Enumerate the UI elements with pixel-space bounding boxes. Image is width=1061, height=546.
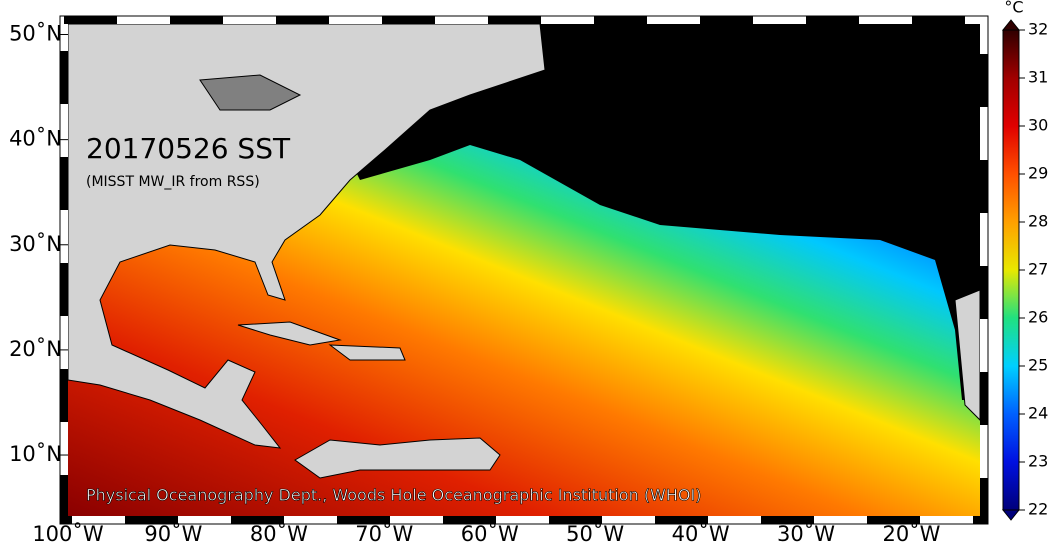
colorbar-top-arrow (1001, 19, 1021, 31)
y-tick-label: 10˚N (9, 442, 62, 466)
north-america-land (68, 24, 546, 449)
colorbar (1002, 29, 1020, 511)
colorbar-tick-label: 32 (1028, 20, 1048, 39)
x-tick-label: 70˚W (355, 522, 413, 546)
x-tick-label: 40˚W (672, 522, 730, 546)
south-america-land (294, 437, 501, 479)
x-tick-label: 100˚W (32, 522, 104, 546)
colorbar-tick-label: 28 (1028, 212, 1048, 231)
colorbar-tick-label: 25 (1028, 356, 1048, 375)
colorbar-unit: °C (1004, 0, 1023, 17)
x-tick-label: 30˚W (777, 522, 835, 546)
x-tick-label: 60˚W (461, 522, 519, 546)
map-subtitle: (MISST MW_IR from RSS) (86, 174, 260, 190)
y-tick-label: 50˚N (9, 22, 62, 46)
colorbar-tick-label: 29 (1028, 164, 1048, 183)
x-tick-label: 20˚W (882, 522, 940, 546)
colorbar-tick-label: 26 (1028, 308, 1048, 327)
y-tick-label: 20˚N (9, 337, 62, 361)
colorbar-bottom-arrow (1001, 509, 1021, 521)
map-frame (59, 15, 989, 525)
y-tick-label: 30˚N (9, 232, 62, 256)
colorbar-tick-label: 31 (1028, 68, 1048, 87)
map-area (68, 24, 980, 516)
africa-land (954, 289, 980, 421)
colorbar-tick-label: 23 (1028, 452, 1048, 471)
map-title: 20170526 SST (86, 132, 291, 165)
y-tick-label: 40˚N (9, 127, 62, 151)
colorbar-tick-label: 22 (1028, 500, 1048, 519)
colorbar-tick-label: 30 (1028, 116, 1048, 135)
caribbean-islands (237, 321, 406, 361)
credit-text: Physical Oceanography Dept., Woods Hole … (86, 486, 701, 505)
great-lakes (199, 74, 302, 111)
x-tick-label: 50˚W (566, 522, 624, 546)
x-tick-label: 80˚W (250, 522, 308, 546)
colorbar-tick-label: 27 (1028, 260, 1048, 279)
x-tick-label: 90˚W (144, 522, 202, 546)
map-frame-stripes (60, 16, 988, 524)
colorbar-tick-label: 24 (1028, 404, 1048, 423)
no-data-region (330, 24, 980, 400)
